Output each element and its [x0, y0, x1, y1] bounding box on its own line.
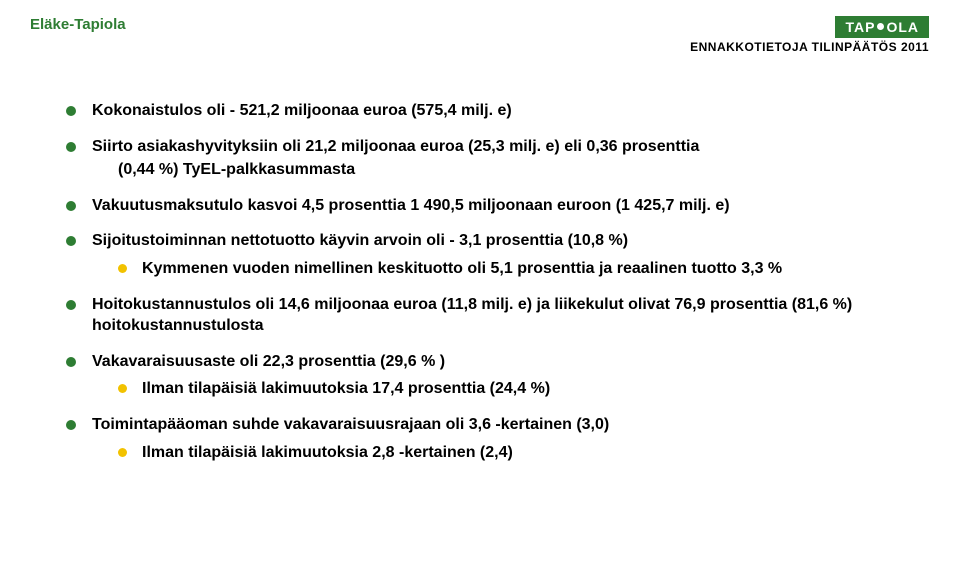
list-item: Hoitokustannustulos oli 14,6 miljoonaa e… — [66, 294, 929, 337]
sub-list-item-text: Ilman tilapäisiä lakimuutoksia 17,4 pros… — [142, 380, 550, 397]
logo: TAP OLA — [835, 16, 929, 38]
sub-bullet-list: Kymmenen vuoden nimellinen keskituotto o… — [92, 258, 929, 280]
list-item-text: Vakuutusmaksutulo kasvoi 4,5 prosenttia … — [92, 197, 730, 214]
sub-list-item-text: Ilman tilapäisiä lakimuutoksia 2,8 -kert… — [142, 444, 513, 461]
list-item: Vakavaraisuusaste oli 22,3 prosenttia (2… — [66, 351, 929, 400]
list-item: Siirto asiakashyvityksiin oli 21,2 miljo… — [66, 136, 929, 181]
list-item-text: Siirto asiakashyvityksiin oli 21,2 miljo… — [92, 138, 699, 155]
sub-list-item: Ilman tilapäisiä lakimuutoksia 17,4 pros… — [118, 378, 929, 400]
header-right: TAP OLA ENNAKKOTIETOJA TILINPÄÄTÖS 2011 — [690, 16, 929, 54]
sub-list-item-text: Kymmenen vuoden nimellinen keskituotto o… — [142, 260, 782, 277]
list-item-text: Kokonaistulos oli - 521,2 miljoonaa euro… — [92, 102, 512, 119]
list-item: Vakuutusmaksutulo kasvoi 4,5 prosenttia … — [66, 195, 929, 217]
logo-text-a: TAP — [845, 19, 875, 35]
list-item-text: Hoitokustannustulos oli 14,6 miljoonaa e… — [92, 296, 852, 335]
logo-dot-icon — [877, 23, 884, 30]
list-item-text: Toimintapääoman suhde vakavaraisuusrajaa… — [92, 416, 609, 433]
page: Eläke-Tapiola TAP OLA ENNAKKOTIETOJA TILI… — [0, 0, 959, 579]
sub-bullet-list: Ilman tilapäisiä lakimuutoksia 17,4 pros… — [92, 378, 929, 400]
sub-list-item: Ilman tilapäisiä lakimuutoksia 2,8 -kert… — [118, 442, 929, 464]
list-item: Kokonaistulos oli - 521,2 miljoonaa euro… — [66, 100, 929, 122]
sub-bullet-list: Ilman tilapäisiä lakimuutoksia 2,8 -kert… — [92, 442, 929, 464]
list-item-text: Vakavaraisuusaste oli 22,3 prosenttia (2… — [92, 353, 445, 370]
logo-text-b: OLA — [886, 19, 919, 35]
list-item-line2: (0,44 %) TyEL-palkkasummasta — [118, 159, 929, 181]
header-left-label: Eläke-Tapiola — [30, 16, 126, 33]
content: Kokonaistulos oli - 521,2 miljoonaa euro… — [30, 100, 929, 463]
bullet-list: Kokonaistulos oli - 521,2 miljoonaa euro… — [66, 100, 929, 463]
list-item: Toimintapääoman suhde vakavaraisuusrajaa… — [66, 414, 929, 463]
sub-list-item: Kymmenen vuoden nimellinen keskituotto o… — [118, 258, 929, 280]
list-item: Sijoitustoiminnan nettotuotto käyvin arv… — [66, 230, 929, 279]
list-item-text: Sijoitustoiminnan nettotuotto käyvin arv… — [92, 232, 628, 249]
header-right-label: ENNAKKOTIETOJA TILINPÄÄTÖS 2011 — [690, 40, 929, 54]
page-header: Eläke-Tapiola TAP OLA ENNAKKOTIETOJA TILI… — [30, 16, 929, 54]
